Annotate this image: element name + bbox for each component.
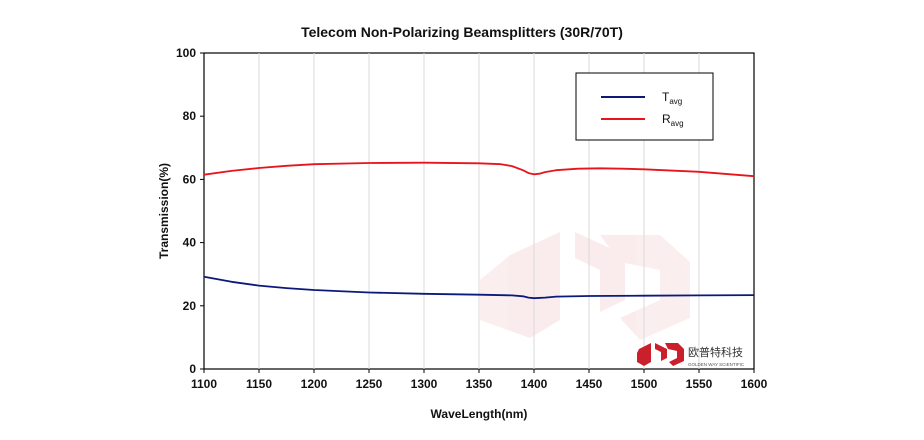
brand-name-cn: 欧普特科技 [688, 345, 743, 359]
brand-mark-icon [637, 343, 684, 366]
x-tick-label: 1250 [356, 377, 383, 391]
legend-box [575, 72, 714, 141]
x-tick-label: 1300 [411, 377, 438, 391]
x-tick-label: 1550 [686, 377, 713, 391]
x-tick-label: 1600 [741, 377, 768, 391]
y-tick-label: 60 [183, 172, 197, 186]
x-tick-label: 1150 [246, 377, 272, 391]
x-tick-label: 1500 [631, 377, 658, 391]
x-tick-label: 1400 [521, 377, 548, 391]
watermark-logo [480, 232, 690, 340]
series-lines [203, 161, 755, 300]
x-tick-label: 1100 [191, 377, 217, 391]
y-axis-label: Transmission(%) [157, 163, 171, 259]
y-axis-ticks: 0 20 40 60 80 100 [176, 46, 204, 376]
x-axis-label: WaveLength(nm) [431, 407, 528, 421]
y-tick-label: 100 [176, 46, 196, 60]
chart-title: Telecom Non-Polarizing Beamsplitters (30… [301, 24, 623, 40]
x-tick-label: 1450 [576, 377, 603, 391]
y-tick-label: 40 [183, 236, 197, 250]
x-axis-ticks: 1100 1150 1200 1250 1300 1350 1400 1450 1500 1550… [191, 369, 768, 391]
brand-logo: 欧普特科技 GOLDEN WAY SCIENTIFIC [637, 343, 745, 367]
legend-label-t-avg: Tavg [662, 90, 682, 106]
y-tick-label: 20 [183, 299, 197, 313]
legend-label-r-avg: Ravg [662, 112, 684, 128]
brand-name-en: GOLDEN WAY SCIENTIFIC [688, 362, 745, 367]
series-line-r-avg [203, 161, 755, 178]
y-tick-label: 80 [183, 109, 197, 123]
x-tick-label: 1350 [466, 377, 493, 391]
y-tick-label: 0 [189, 362, 196, 376]
series-line-t-avg [203, 275, 755, 300]
x-tick-label: 1200 [301, 377, 328, 391]
legend: Tavg Ravg [575, 72, 714, 141]
